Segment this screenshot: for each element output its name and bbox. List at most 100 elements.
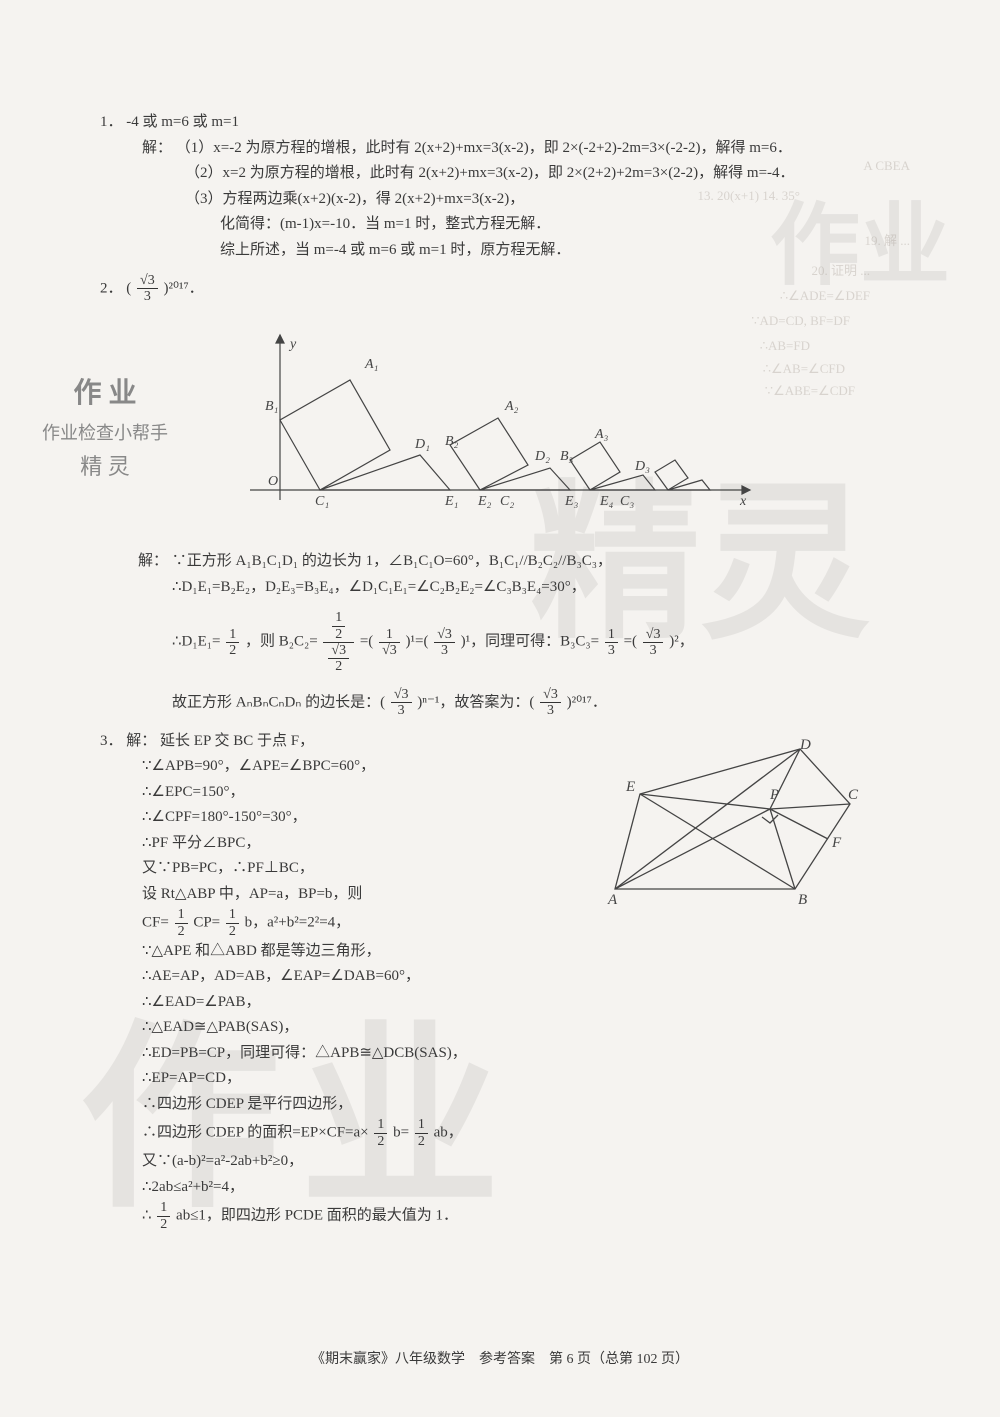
- text: ab，: [434, 1125, 463, 1141]
- text: CF=: [142, 914, 169, 930]
- label-D3: D₃: [634, 459, 650, 474]
- numerator: 1: [605, 627, 618, 643]
- denominator: 2: [175, 924, 188, 939]
- text: 延长 EP 交 BC 于点 F，: [160, 733, 314, 749]
- fraction: 1 2: [374, 1117, 387, 1149]
- solution-label: 解：: [142, 140, 172, 156]
- polygon-diagram: A B C D E F P: [600, 739, 860, 909]
- numerator: √3: [643, 627, 664, 643]
- solution-line: CF= 1 2 CP= 1 2 b，a²+b²=2²=4，: [100, 907, 900, 939]
- text: =(: [360, 634, 373, 650]
- numerator: √3: [434, 627, 455, 643]
- text: 故正方形 AₙBₙCₙDₙ 的边长是：(: [172, 694, 385, 710]
- label-C1: C₁: [315, 494, 329, 509]
- denominator: 2: [374, 1134, 387, 1149]
- denominator: 2: [226, 924, 239, 939]
- solution-line: 解： ∵正方形 A₁B₁C₁D₁ 的边长为 1，∠B₁C₁O=60°，B₁C₁/…: [138, 549, 900, 575]
- solution-block: 解： ∵正方形 A₁B₁C₁D₁ 的边长为 1，∠B₁C₁O=60°，B₁C₁/…: [100, 549, 900, 718]
- problem-3: 3． 解： 延长 EP 交 BC 于点 F， ∵∠APB=90°，∠APE=∠B…: [100, 729, 900, 1232]
- text: ∴四边形 CDEP 的面积=EP×CF=a×: [142, 1125, 369, 1141]
- solution-label: 解：: [138, 553, 168, 569]
- label-D2: D₂: [534, 449, 550, 464]
- solution-line: 又∵(a-b)²=a²-2ab+b²≥0，: [100, 1149, 900, 1175]
- solution-line: ∴2ab≤a²+b²=4，: [100, 1175, 900, 1201]
- fraction: 1 2: [415, 1117, 428, 1149]
- denominator: 2: [226, 643, 239, 658]
- denominator: 3: [391, 703, 412, 718]
- label-A1: A₁: [364, 357, 378, 372]
- label-B3: B₃: [560, 449, 574, 464]
- fraction: √3 3: [391, 687, 412, 719]
- text: ab≤1，即四边形 PCDE 面积的最大值为 1．: [176, 1208, 458, 1224]
- text: ∵正方形 A₁B₁C₁D₁ 的边长为 1，∠B₁C₁O=60°，B₁C₁//B₂…: [172, 553, 612, 569]
- solution-line: ∵△APE 和△ABD 都是等边三角形，: [100, 939, 900, 965]
- numerator: 1: [226, 907, 239, 923]
- text: )¹，同理可得：B₃C₃=: [461, 634, 599, 650]
- numerator: 1: [175, 907, 188, 923]
- numerator: √3: [540, 687, 561, 703]
- solution-line: ∴AE=AP，AD=AB，∠EAP=∠DAB=60°，: [100, 964, 900, 990]
- problem-number: 2．: [100, 280, 123, 296]
- text: )²⁰¹⁷．: [163, 280, 203, 296]
- label-F: F: [831, 835, 842, 851]
- denominator: 2: [415, 1134, 428, 1149]
- numerator: √3: [137, 273, 158, 289]
- label-x: x: [739, 494, 747, 509]
- text: ∴D₁E₁=: [172, 634, 220, 650]
- page-content: 1． -4 或 m=6 或 m=1 解： （1）x=-2 为原方程的增根，此时有…: [100, 110, 900, 1232]
- fraction: √3 3: [643, 627, 664, 659]
- solution-line: （3）方程两边乘(x+2)(x-2)，得 2(x+2)+mx=3(x-2)，: [100, 187, 900, 213]
- fraction: 1 3: [605, 627, 618, 659]
- text: =(: [624, 634, 637, 650]
- label-E3: E₃: [564, 494, 579, 509]
- label-O: O: [268, 474, 278, 489]
- fraction: √3 3: [540, 687, 561, 719]
- solution-line: ∴四边形 CDEP 是平行四边形，: [100, 1092, 900, 1118]
- squares-diagram: A₁ B₁ O y C₁ D₁ E₁ B₂ A₂ E₂ C₂ D₂ B₃ A₃ …: [220, 330, 760, 525]
- numerator: 1: [157, 1200, 170, 1216]
- fraction: √3 3: [434, 627, 455, 659]
- label-D1: D₁: [414, 437, 430, 452]
- solution-line: ∴ 1 2 ab≤1，即四边形 PCDE 面积的最大值为 1．: [100, 1200, 900, 1232]
- denominator: √3: [379, 643, 400, 658]
- numerator: 1: [415, 1117, 428, 1133]
- denominator: 3: [643, 643, 664, 658]
- label-C: C: [848, 787, 859, 803]
- label-E4: E₄: [599, 494, 614, 509]
- text: b，a²+b²=2²=4，: [245, 914, 351, 930]
- text: CP=: [193, 914, 220, 930]
- label-E2: E₂: [477, 494, 492, 509]
- label-A2: A₂: [504, 399, 519, 414]
- problem-1: 1． -4 或 m=6 或 m=1 解： （1）x=-2 为原方程的增根，此时有…: [100, 110, 900, 263]
- text: )²，: [669, 634, 694, 650]
- denominator: 2: [157, 1217, 170, 1232]
- solution-line: 综上所述，当 m=-4 或 m=6 或 m=1 时，原方程无解．: [100, 238, 900, 264]
- text: )¹=(: [406, 634, 429, 650]
- label-D: D: [799, 739, 811, 753]
- fraction: 1 2: [226, 907, 239, 939]
- solution-label: 解：: [126, 733, 156, 749]
- denominator: √32: [323, 643, 354, 675]
- label-E: E: [625, 779, 635, 795]
- text: ，则 B₂C₂=: [245, 634, 318, 650]
- denominator: 3: [434, 643, 455, 658]
- label-y: y: [288, 337, 297, 352]
- solution-line: 解： （1）x=-2 为原方程的增根，此时有 2(x+2)+mx=3(x-2)，…: [100, 136, 900, 162]
- label-B: B: [798, 892, 807, 908]
- fraction: 1 2: [157, 1200, 170, 1232]
- numerator: 1: [374, 1117, 387, 1133]
- label-A: A: [607, 892, 618, 908]
- label-C3: C₃: [620, 494, 634, 509]
- fraction: 1 2: [175, 907, 188, 939]
- label-E1: E₁: [444, 494, 458, 509]
- solution-line: 故正方形 AₙBₙCₙDₙ 的边长是：( √3 3 )ⁿ⁻¹，故答案为：( √3…: [138, 687, 900, 719]
- solution-line: ∴D₁E₁= 1 2 ，则 B₂C₂= 12 √32 =( 1 √3 )¹=(: [138, 610, 900, 675]
- fraction: √3 3: [137, 273, 158, 305]
- label-B2: B₂: [445, 434, 459, 449]
- numerator: 1: [226, 627, 239, 643]
- problem-2: 2． ( √3 3 )²⁰¹⁷．: [100, 273, 900, 305]
- text: (: [126, 280, 131, 296]
- text: )²⁰¹⁷．: [567, 694, 607, 710]
- numerator: 12: [323, 610, 354, 643]
- solution-line: ∴∠EAD=∠PAB，: [100, 990, 900, 1016]
